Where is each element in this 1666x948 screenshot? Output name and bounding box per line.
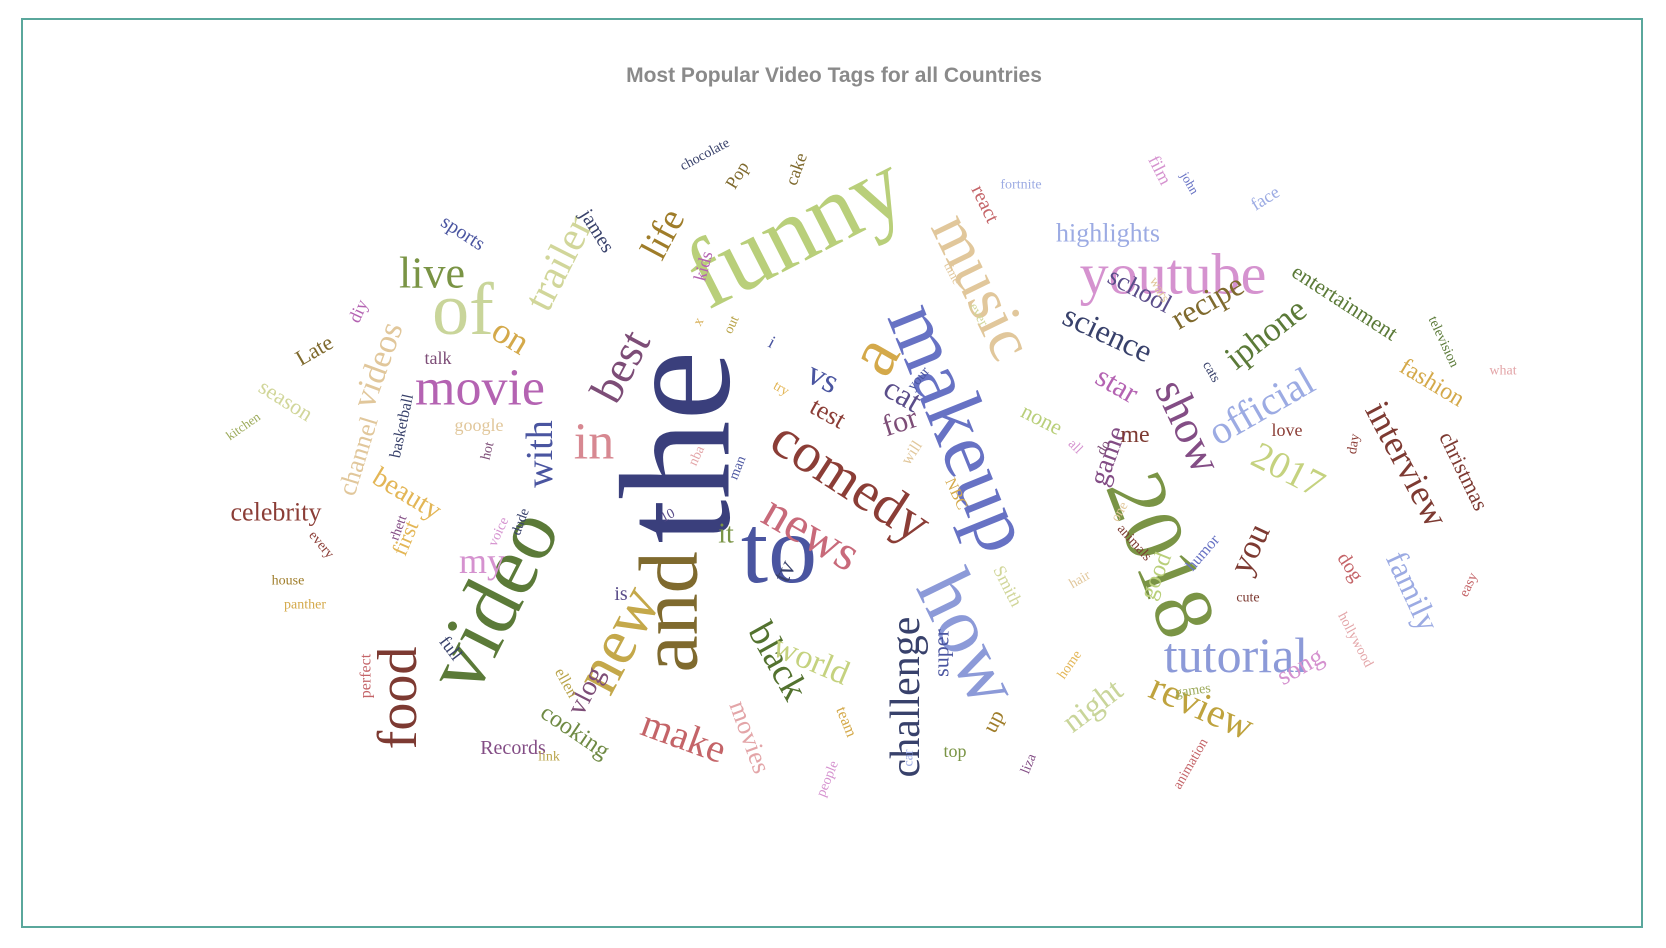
word-food: food [367,647,429,750]
word-do: do [1094,438,1114,458]
word-cloud: Most Popular Video Tags for all Countrie… [223,64,1517,799]
word-with: with [519,420,561,488]
word-panther: panther [284,598,326,613]
word-google: google [455,415,504,435]
word-all: all [1065,437,1086,458]
word-hollywood: hollywood [1334,610,1375,670]
word-liza: liza [1018,751,1040,776]
word-up: up [977,706,1009,737]
word-try: try [771,379,792,400]
word-family: family [1379,546,1447,637]
word-television: television [1425,314,1462,370]
word-to: to [741,496,817,604]
word-house: house [272,574,305,589]
word-hair: hair [1067,568,1094,592]
word-fortnite: fortnite [1000,178,1041,193]
word-2017: 2017 [1245,434,1332,506]
word-cats: cats [1199,359,1223,385]
word-link: link [538,750,560,765]
word-interview: interview [1357,395,1456,534]
word-car: car [902,749,917,766]
word-records: Records [480,737,546,759]
word-team: team [832,704,860,740]
word-late: Late [291,329,337,370]
word-the: the [589,350,764,543]
word-of: of [432,269,494,351]
word-john: john [1177,168,1202,197]
word-super: super [929,629,954,677]
word-in: in [574,414,614,471]
word-love: love [1272,420,1303,440]
word-star: star [1090,360,1144,410]
word-x: x [691,315,707,329]
word-celebrity: celebrity [231,498,322,527]
word-basketball: basketball [387,392,417,460]
word-every: every [305,528,336,561]
word-my: my [459,541,505,581]
word-games: games [1174,681,1212,701]
chart-frame: Most Popular Video Tags for all Countrie… [21,18,1643,928]
word-is: is [614,583,628,605]
word-talk: talk [425,348,452,368]
word-me: me [1120,422,1149,448]
word-what: what [1489,364,1516,379]
word-hot: hot [479,440,498,461]
word-you: you [1222,518,1277,580]
word-face: face [1247,182,1283,215]
word-none: none [1017,398,1066,440]
word-make: make [636,700,733,772]
word-animation: animation [1171,736,1212,792]
word-highlights: highlights [1056,219,1160,248]
word-top: top [943,741,966,761]
word-day: day [1345,433,1363,456]
word-tutorial: tutorial [1164,627,1308,683]
word-beauty: beauty [367,461,447,526]
word-home: home [1055,648,1085,682]
word-perfect: perfect [358,653,375,698]
word-movies: movies [724,697,777,777]
word-film: film [1144,152,1175,188]
word-i: i [765,332,779,352]
word-easy: easy [1457,571,1481,600]
word-dog: dog [1333,548,1368,585]
word-season: season [255,374,318,426]
word-youtube: youtube [1080,242,1267,307]
word-challenge: challenge [883,617,929,778]
word-it: it [718,519,734,550]
word-and: and [623,551,716,672]
word-cute: cute [1236,591,1259,606]
word-live: live [399,249,465,298]
word-diy: diy [344,296,372,325]
word-10: 10 [658,506,677,526]
chart-title: Most Popular Video Tags for all Countrie… [626,64,1042,87]
word-people: people [814,759,842,799]
word-entertainment: entertainment [1287,259,1402,346]
word-pop: Pop [721,158,753,192]
word-chocolate: chocolate [678,136,732,174]
word-movie: movie [415,360,545,417]
word-out: out [721,314,742,337]
word-kitchen: kitchen [223,409,263,444]
